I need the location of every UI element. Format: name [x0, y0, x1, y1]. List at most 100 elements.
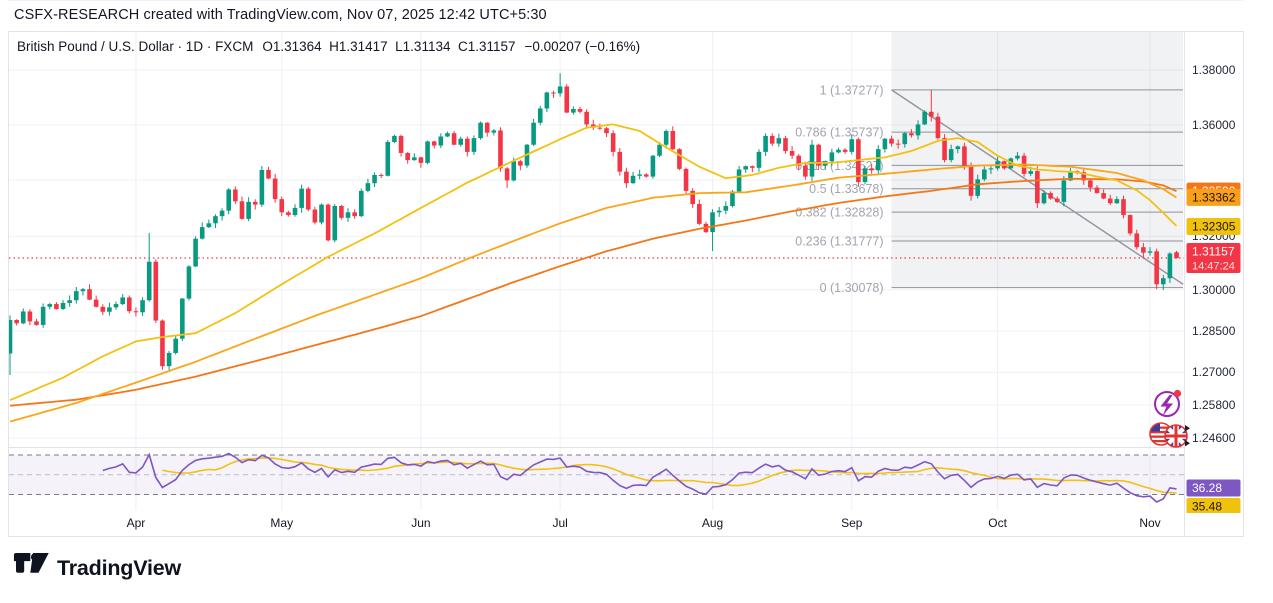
last-price-badge-bg [1186, 242, 1241, 273]
candle-body [816, 144, 821, 166]
candle-body [537, 108, 543, 123]
fib-level-label: 0.618 (1.34527) [795, 159, 883, 173]
lightning-idea-icon[interactable] [1154, 389, 1182, 417]
candle-body [332, 205, 338, 241]
candle-body [670, 130, 676, 150]
candle-body [186, 266, 192, 299]
ma-value-badge-bg [1186, 188, 1241, 206]
candle-body [140, 300, 145, 313]
ma-value-badge-text: 1.32305 [1192, 219, 1236, 233]
last-price-value: 1.31157 [1192, 244, 1235, 258]
candle-body [1041, 193, 1047, 204]
candle-body [723, 205, 729, 211]
tradingview-logo-text: TradingView [57, 555, 182, 580]
candle-body [1121, 199, 1126, 216]
candle-body [27, 311, 33, 322]
candle-body [564, 86, 570, 113]
ma-mid-amber-line[interactable] [9, 163, 1177, 423]
candle-body [465, 138, 470, 152]
month-label: Sep [841, 516, 863, 530]
candle-body [113, 304, 119, 308]
candle-body [683, 168, 689, 191]
candle-body [80, 289, 86, 292]
candle-body [624, 171, 629, 184]
candle-body [849, 139, 855, 152]
ma-fast-yellow-line[interactable] [9, 123, 1178, 402]
candle-body [418, 157, 424, 163]
candle-body [133, 311, 139, 313]
candle-body [716, 210, 722, 213]
candle-body [312, 209, 318, 223]
candle-body [1107, 198, 1113, 204]
candle-body [756, 151, 762, 168]
symbol-title: British Pound / U.S. Dollar · 1D · FXCM [17, 39, 254, 54]
candle-body [166, 352, 172, 367]
candle-body [199, 227, 205, 239]
candle-body [783, 138, 788, 152]
fib-level-label: 0 (1.30078) [820, 281, 884, 295]
candle-body [372, 174, 377, 184]
candle-body [40, 306, 46, 325]
chart-widget-frame [8, 31, 1244, 537]
candle-body [352, 212, 357, 217]
price-tick-label: 1.36000 [1192, 118, 1236, 132]
month-label: Jul [552, 516, 567, 530]
ma-slow-orange-line[interactable] [9, 177, 1177, 407]
rsi-line[interactable] [102, 452, 1177, 503]
candle-body [87, 289, 92, 300]
uk-flag-cross-red-h [1165, 434, 1187, 438]
lightning-circle [1154, 391, 1180, 417]
candle-body [1068, 171, 1073, 181]
candle-body [193, 238, 198, 267]
us-flag-stripe [1150, 440, 1172, 443]
candle-body [93, 299, 99, 307]
candle-body [697, 204, 702, 224]
fib-level-label: 0.5 (1.33678) [809, 182, 883, 196]
candle-body [259, 170, 265, 205]
candle-body [617, 151, 623, 172]
rsi-value-badge-bg [1186, 479, 1241, 497]
uk-flag-ring [1164, 424, 1188, 448]
candle-body [1081, 172, 1087, 181]
candle-body [889, 138, 894, 144]
price-axis[interactable] [1185, 32, 1243, 536]
us-uk-flags-icon[interactable] [1149, 422, 1190, 448]
change-value: −0.00207 (−0.16%) [524, 39, 641, 54]
rsi-pane[interactable] [9, 452, 1184, 503]
candle-body [120, 297, 125, 305]
candle-body [425, 141, 430, 163]
candle-body [769, 135, 775, 144]
fib-shaded-area [891, 32, 1183, 288]
fib-retracement-drawing[interactable] [891, 29, 1183, 289]
candle-body [948, 149, 954, 161]
chart-legend[interactable]: British Pound / U.S. Dollar · 1D · FXCM O… [17, 39, 640, 54]
candle-body [875, 149, 881, 171]
candle-body [1114, 199, 1120, 204]
candle-body [1160, 278, 1166, 285]
candle-body [458, 138, 464, 145]
ma-value-badge: 1.33362 [1186, 188, 1241, 206]
candle-body [478, 122, 483, 139]
rsi-ma-line[interactable] [162, 457, 1177, 494]
us-flag-stripe [1150, 431, 1172, 434]
tradingview-logo[interactable]: TradingView [13, 553, 181, 583]
candle-body [73, 291, 79, 301]
candle-body [47, 304, 53, 307]
candle-body [975, 179, 980, 196]
candle-body [909, 133, 914, 136]
rsi-value-badge-text: 36.28 [1192, 481, 1222, 495]
candle-body [173, 338, 178, 353]
countdown-timer: 14:47:24 [1192, 260, 1235, 272]
month-label: Nov [1139, 516, 1160, 530]
fib-level-label: 1 (1.37277) [820, 83, 884, 97]
candle-body [365, 183, 371, 191]
candle-body [922, 111, 927, 125]
candle-body [398, 135, 404, 153]
candle-body [597, 127, 603, 129]
ma-value-badge-bg [1186, 217, 1241, 235]
candle-body [842, 149, 848, 152]
candle-body [405, 152, 410, 161]
candle-body [657, 144, 662, 156]
